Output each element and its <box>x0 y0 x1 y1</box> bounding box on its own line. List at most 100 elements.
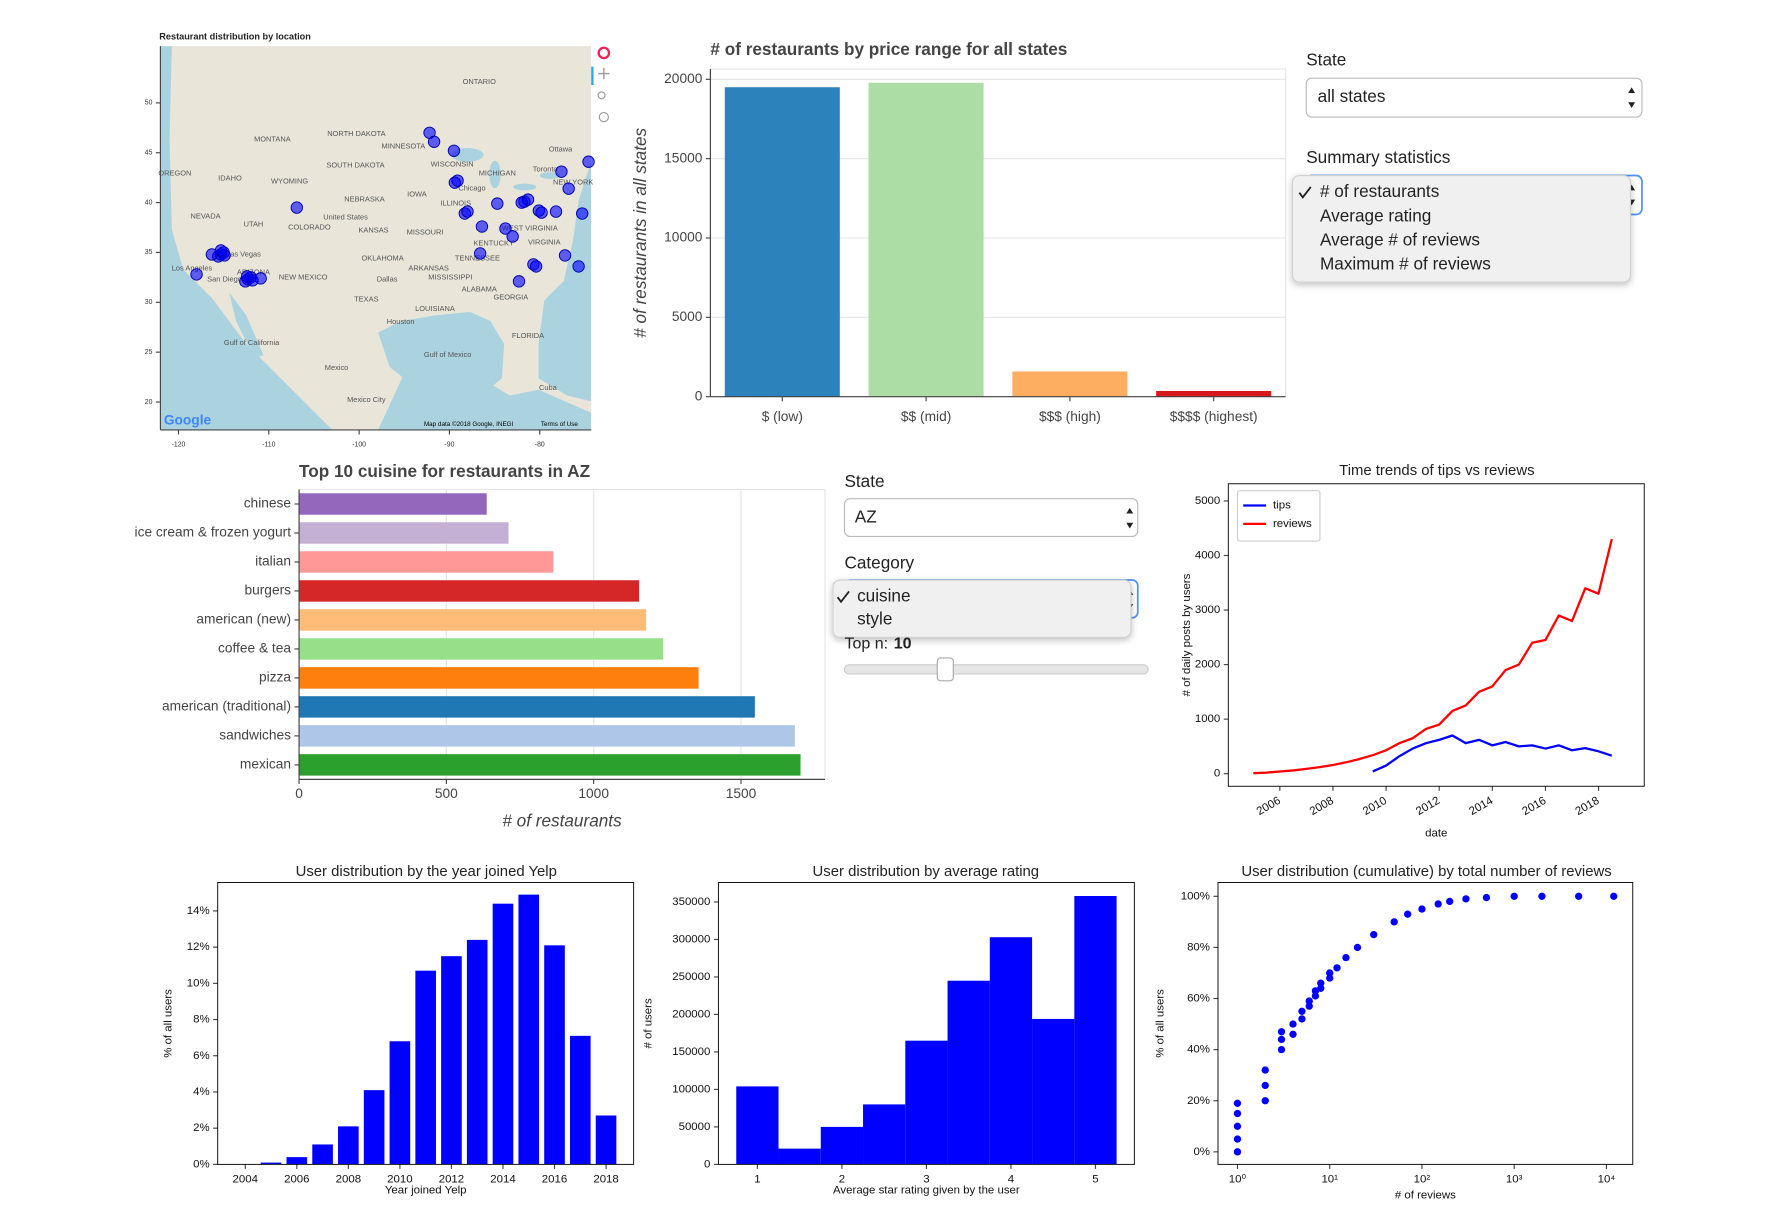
point <box>1434 900 1442 908</box>
map-place-label: Ottawa <box>549 145 573 154</box>
summary-label: Summary statistics <box>1306 147 1450 167</box>
y-tick-label: 0 <box>704 1158 710 1170</box>
y-tick-label: 100000 <box>672 1083 710 1095</box>
bar <box>868 82 984 397</box>
x-tick-label: 10³ <box>1506 1173 1523 1185</box>
summary-option[interactable]: Average # of reviews <box>1320 229 1480 249</box>
chart: # of restaurants by price range for all … <box>630 39 1287 424</box>
summary-option[interactable]: Maximum # of reviews <box>1320 253 1491 273</box>
category-option[interactable]: style <box>857 609 892 629</box>
slider-track[interactable] <box>843 664 1149 675</box>
map-point <box>515 196 528 209</box>
map-place-label: Cuba <box>539 383 558 392</box>
y-tick-label: 30 <box>145 299 153 306</box>
chart: User distribution (cumulative) by total … <box>1155 864 1634 1201</box>
state-select-value[interactable]: AZ <box>855 507 877 527</box>
y-tick-label: 0 <box>695 388 703 403</box>
map-point <box>549 205 563 218</box>
summary-option[interactable]: Average rating <box>1320 205 1431 225</box>
map-place-label: Houston <box>387 317 415 326</box>
summary-option[interactable]: # of restaurants <box>1320 181 1439 201</box>
bar <box>299 638 664 660</box>
map-place-label: UTAH <box>244 219 264 228</box>
y-tick-label: italian <box>255 554 291 569</box>
map-place-label: ARKANSAS <box>408 263 449 272</box>
state-select[interactable] <box>843 498 1139 538</box>
map-place-label: NEW MEXICO <box>279 272 328 281</box>
bar <box>544 945 565 1165</box>
map-place-label: MONTANA <box>254 135 291 144</box>
map-point <box>473 247 487 260</box>
toolbar-zoom[interactable] <box>597 91 606 100</box>
y-tick-label: 20% <box>1187 1095 1210 1107</box>
select-arrows <box>1126 507 1134 529</box>
toolbar-reset[interactable] <box>598 111 609 123</box>
series-line <box>1372 734 1613 773</box>
x-tick-label: 2006 <box>1255 795 1283 818</box>
y-tick-label: 25 <box>145 349 153 356</box>
y-tick-label: 150000 <box>672 1046 710 1058</box>
toolbar-pan[interactable] <box>598 67 610 80</box>
bar <box>724 87 840 397</box>
x-tick-label: 2008 <box>336 1173 361 1185</box>
map-place-label: NEVADA <box>191 212 221 221</box>
map-place-label: LOUISIANA <box>415 304 455 313</box>
point <box>1610 892 1618 900</box>
toolbar-logo[interactable] <box>597 46 611 60</box>
y-tick-label: 0 <box>1214 768 1220 780</box>
legend-label: reviews <box>1273 518 1312 530</box>
x-tick-label: -120 <box>172 442 186 449</box>
bar <box>492 903 514 1165</box>
chart: Time trends of tips vs reviews 0 1000 2000 3… <box>1181 463 1645 839</box>
map-point <box>475 220 489 233</box>
x-tick-label: 1 <box>754 1173 760 1185</box>
map-point <box>205 248 219 261</box>
bar <box>389 1041 411 1165</box>
bar <box>466 939 488 1165</box>
map-place-label: United States <box>323 213 368 222</box>
category-option[interactable]: cuisine <box>857 586 910 606</box>
slider-handle[interactable] <box>936 657 954 682</box>
map-place-label: IOWA <box>407 190 427 199</box>
state-select[interactable] <box>1305 77 1643 118</box>
x-tick-label: 2006 <box>284 1173 309 1185</box>
histogram-bar <box>820 1126 864 1165</box>
state-select-value[interactable]: all states <box>1318 86 1386 106</box>
point <box>1418 905 1426 913</box>
map-point <box>190 268 203 281</box>
series-line <box>1253 538 1613 775</box>
bar <box>299 580 640 602</box>
map-place-label: MINNESOTA <box>382 142 426 151</box>
map-atlantic <box>538 160 592 402</box>
y-tick-label: 15000 <box>664 150 703 165</box>
y-tick-label: 50 <box>145 100 153 107</box>
point <box>1390 918 1398 926</box>
x-axis-label: date <box>1425 827 1447 839</box>
x-tick-label: -90 <box>444 442 454 449</box>
x-tick-label: 2010 <box>1361 795 1389 818</box>
bar <box>299 754 801 776</box>
chart-title: # of restaurants by price range for all … <box>710 39 1067 59</box>
map-place-label: WEST VIRGINIA <box>502 223 558 232</box>
checkmark <box>1298 186 1312 199</box>
point <box>1277 1028 1286 1036</box>
bar <box>299 696 755 718</box>
y-tick-label: pizza <box>259 670 291 685</box>
point <box>1261 1066 1269 1074</box>
category-label: Category <box>844 553 914 573</box>
x-tick-label: 2014 <box>1467 795 1496 818</box>
point <box>1317 984 1325 992</box>
point <box>1261 1097 1269 1105</box>
x-tick-label: 2 <box>839 1173 845 1185</box>
map-place-label: IDAHO <box>218 174 242 183</box>
map-terms[interactable]: Terms of Use <box>541 421 579 428</box>
map-lake <box>489 160 501 189</box>
bar <box>363 1090 385 1165</box>
point <box>1353 943 1362 952</box>
y-tick-label: 14% <box>187 905 210 917</box>
map-place-label: NEW YORK <box>553 178 593 187</box>
map-toolbar[interactable] <box>591 46 611 123</box>
map-place-label: Las Vegas <box>226 249 261 258</box>
y-tick-label: 1000 <box>1195 713 1220 725</box>
bar <box>312 1144 333 1165</box>
